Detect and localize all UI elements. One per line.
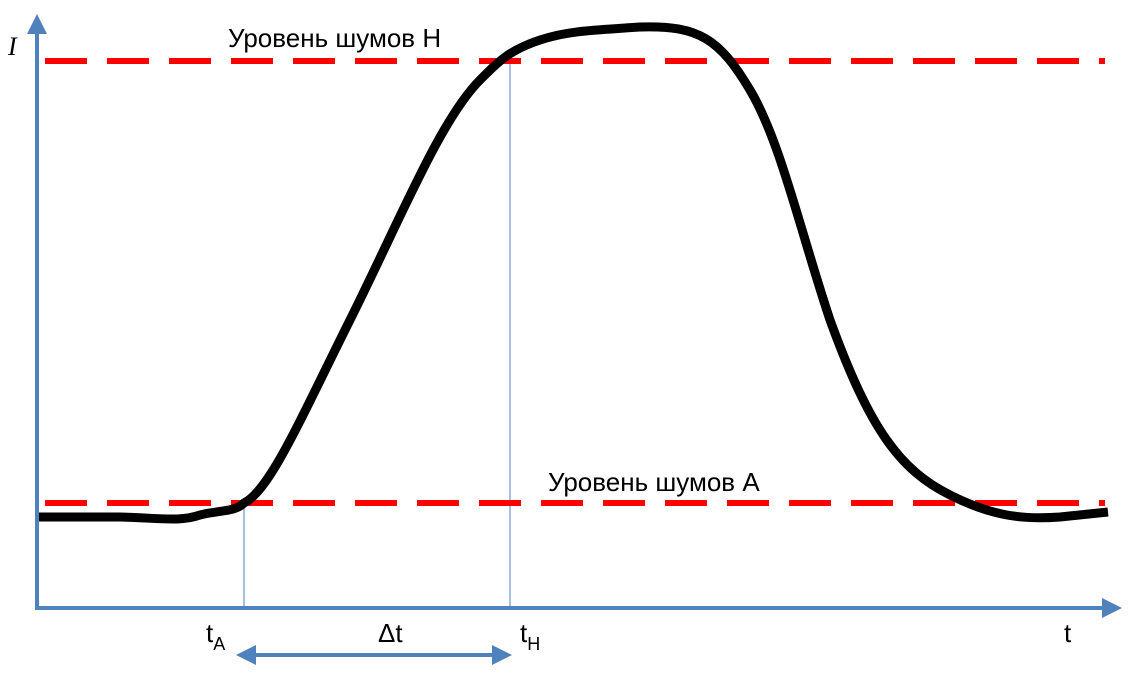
marker-subscript: H — [527, 634, 540, 654]
y-axis-label: I — [7, 32, 18, 61]
level-label: Уровень шумов Н — [228, 23, 441, 53]
interval-label: Δt — [378, 618, 403, 648]
signal-curve — [35, 22, 1109, 524]
marker-label: tA — [206, 618, 225, 654]
level-label: Уровень шумов А — [548, 467, 760, 497]
marker-subscript: A — [213, 634, 225, 654]
x-axis-label: t — [1064, 618, 1072, 648]
marker-name: t — [520, 618, 528, 648]
marker-name: t — [206, 618, 214, 648]
marker-label: tH — [520, 618, 540, 654]
